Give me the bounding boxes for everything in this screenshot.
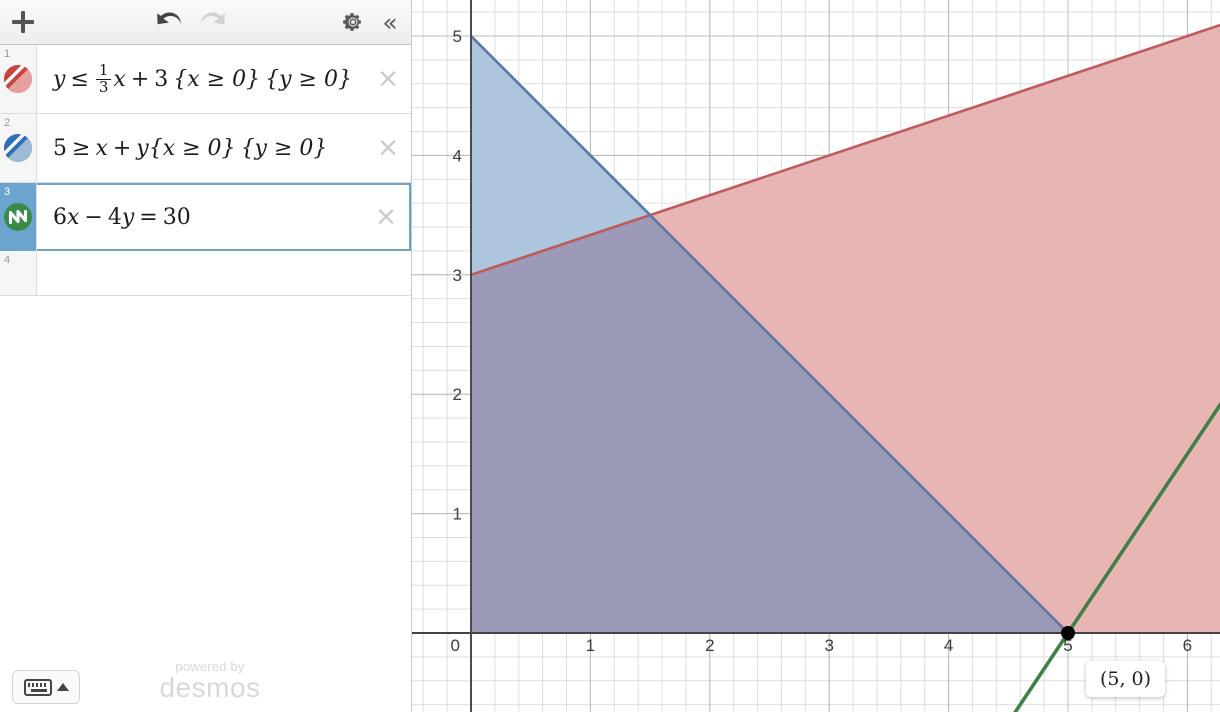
token-var2-2: y [136,135,149,161]
x-tick-label-3: 3 [824,636,833,655]
redo-icon [201,12,225,25]
expression-content-3[interactable]: 6 x − 4 y = 30 × [37,183,411,251]
triangle-up-icon [56,683,69,691]
chevron-double-left-icon: « [382,7,398,37]
expression-index-column-3: 3 [0,183,37,251]
overlap-region [471,215,1068,633]
inequality-shade-icon-2[interactable] [3,133,33,163]
token-rhs-3: 30 [162,204,191,230]
token-minus-3: − [84,204,103,230]
expression-index-1: 1 [4,48,11,60]
y-tick-label-4: 4 [453,146,462,165]
y-tick-label-3: 3 [453,266,462,285]
token-lhs-1: y [53,66,66,92]
point-label-tooltip: (5, 0) [1085,660,1166,697]
expression-content-2[interactable]: 5 ≥ x + y {x ≥ 0} {y ≥ 0} × [37,114,411,182]
token-b-3: 4 [107,204,122,230]
curve-wave-icon-3[interactable] [3,202,33,232]
token-var-1: x [113,66,126,92]
undo-button[interactable] [148,0,192,44]
desmos-branding: powered by desmos [150,660,270,702]
token-var1-2: x [95,135,108,161]
expression-toolbar: « [0,0,411,45]
token-plus-1: + [130,66,150,92]
token-eq-3: = [139,204,158,230]
expression-math-1: y ≤ 1 3 x + 3 {x ≥ 0} {y ≥ 0} [53,60,352,96]
token-x-3: x [67,204,80,230]
plus-icon [12,11,34,33]
y-tick-label-5: 5 [453,27,462,46]
token-y-3: y [121,204,135,230]
token-domain-x-1: {x ≥ 0} [173,66,261,92]
expression-index-column-2: 2 [0,114,37,182]
y-tick-label-2: 2 [453,385,462,404]
expression-panel: « 1 [0,0,412,712]
graph-settings-button[interactable] [331,0,375,44]
expression-content-4[interactable] [37,251,411,295]
token-rel-1: ≤ [70,66,89,92]
expression-index-column-1: 1 [0,45,37,113]
gear-icon [343,13,361,31]
x-tick-label-0: 0 [451,636,460,655]
add-expression-button[interactable] [0,0,46,44]
expression-index-3: 3 [4,186,11,198]
expression-index-4: 4 [4,254,11,266]
red-boundary-line [470,23,1220,277]
y-tick-label-1: 1 [453,505,462,524]
delete-expression-button-3[interactable]: × [374,201,398,232]
delete-expression-button-2[interactable]: × [376,132,400,163]
expression-list: 1 y [0,45,411,712]
token-const-1: 3 [154,66,169,92]
token-a-3: 6 [53,204,67,230]
fraction-one-third: 1 3 [95,60,112,96]
expression-content-1[interactable]: y ≤ 1 3 x + 3 {x ≥ 0} {y ≥ 0} [37,45,411,113]
desmos-wordmark: desmos [159,671,261,703]
token-lhs-2: 5 [53,135,67,161]
token-rel-2: ≥ [72,135,91,161]
x-tick-label-6: 6 [1183,636,1192,655]
expression-math-3: 6 x − 4 y = 30 [53,205,191,230]
redo-button[interactable] [190,0,234,44]
axis-tick-labels: 0 1 2 3 4 5 6 1 2 3 4 5 [451,27,1193,655]
token-plus-2: + [112,135,132,161]
x-tick-label-2: 2 [705,636,714,655]
expression-row-2[interactable]: 2 5 [0,114,411,183]
expression-index-2: 2 [4,117,11,129]
expression-row-3[interactable]: 3 6 x − 4 y = [0,183,411,251]
token-domain-x-2: {x ≥ 0} [148,135,236,161]
x-tick-label-1: 1 [586,636,595,655]
keyboard-icon [23,678,52,696]
undo-icon [157,12,181,25]
delete-expression-button-1[interactable]: × [376,63,400,94]
expression-row-1[interactable]: 1 y [0,45,411,114]
x-tick-label-5: 5 [1063,636,1072,655]
token-domain-y-2: {y ≥ 0} [240,135,328,161]
powered-by-label: powered by [175,658,245,674]
green-line [1013,401,1220,712]
onscreen-keyboard-toggle[interactable] [12,670,80,704]
expression-row-4[interactable]: 4 [0,251,411,296]
token-domain-y-1: {y ≥ 0} [265,66,352,92]
fraction-denominator: 3 [95,78,112,96]
expression-index-column-4: 4 [0,251,37,295]
graph-svg[interactable]: 0 1 2 3 4 5 6 1 2 3 4 5 [412,0,1220,712]
graph-canvas[interactable]: 0 1 2 3 4 5 6 1 2 3 4 5 (5, 0) [412,0,1220,712]
expression-math-2: 5 ≥ x + y {x ≥ 0} {y ≥ 0} [53,136,327,161]
blue-boundary-line [470,35,1069,634]
x-tick-label-4: 4 [944,636,953,655]
plot-point[interactable] [1061,626,1075,640]
fraction-numerator: 1 [98,60,109,79]
collapse-panel-button[interactable]: « [368,0,411,44]
inequality-shade-icon-1[interactable] [3,64,33,94]
